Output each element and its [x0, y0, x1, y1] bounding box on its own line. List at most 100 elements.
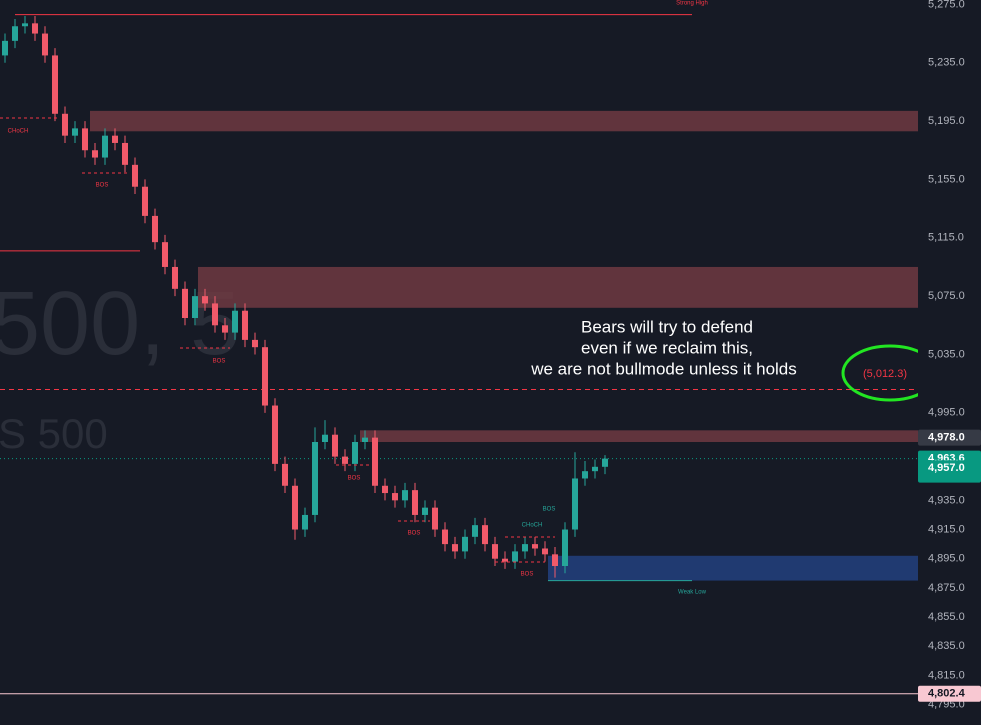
candle-body	[502, 558, 508, 562]
price-label-box	[918, 685, 981, 702]
candle-body	[22, 23, 28, 27]
candle-body	[122, 142, 128, 165]
candle-body	[602, 458, 608, 467]
annotation-line: we are not bullmode unless it holds	[530, 359, 797, 378]
structure-label: BOS	[213, 359, 226, 365]
candle-body	[112, 135, 118, 143]
candle-body	[532, 544, 538, 549]
candle-body	[132, 164, 138, 187]
candle-body	[52, 55, 58, 114]
structure-label: BOS	[348, 476, 361, 482]
candle-body	[42, 33, 48, 56]
watermark-text: S 500	[0, 410, 108, 457]
price-axis	[918, 0, 981, 725]
structure-label: BOS	[408, 531, 421, 537]
candle-body	[462, 536, 468, 552]
candle-body	[372, 437, 378, 486]
zone	[360, 430, 918, 443]
y-tick-label: 4,915.0	[928, 523, 965, 535]
y-tick-label: 5,195.0	[928, 115, 965, 127]
y-tick-label: 4,935.0	[928, 494, 965, 506]
candle-body	[12, 26, 18, 41]
y-tick-label: 4,835.0	[928, 640, 965, 652]
candle-body	[412, 490, 418, 515]
candle-body	[562, 529, 568, 566]
candle-body	[282, 463, 288, 486]
candle-body	[172, 266, 178, 289]
candle-body	[192, 296, 198, 319]
y-tick-label: 4,855.0	[928, 611, 965, 623]
y-tick-label: 5,275.0	[928, 0, 965, 10]
candle-body	[352, 442, 358, 464]
y-tick-label: 5,075.0	[928, 290, 965, 302]
candle-body	[402, 490, 408, 501]
candle-body	[292, 485, 298, 530]
candle-body	[302, 514, 308, 530]
candle-body	[32, 23, 38, 34]
structure-label: CHoCH	[8, 129, 29, 135]
candle-body	[472, 525, 478, 537]
candle-body	[162, 242, 168, 267]
annotation-line: even if we reclaim this,	[581, 338, 753, 357]
y-tick-label: 4,815.0	[928, 669, 965, 681]
candle-body	[212, 303, 218, 326]
candle-body	[382, 485, 388, 494]
candle-body	[322, 434, 328, 443]
structure-label: BOS	[96, 183, 109, 189]
price-label: 4,802.4	[928, 688, 966, 700]
candle-body	[342, 456, 348, 464]
candle-body	[492, 544, 498, 559]
price-label-box	[918, 460, 981, 477]
structure-label: Weak Low	[678, 590, 707, 596]
candle-body	[232, 310, 238, 333]
y-tick-label: 5,115.0	[928, 232, 964, 244]
candle-body	[512, 551, 518, 562]
candle-body	[252, 339, 258, 348]
zone	[548, 555, 918, 581]
y-tick-label: 5,035.0	[928, 348, 965, 360]
candle-body	[222, 325, 228, 333]
candle-body	[582, 471, 588, 479]
candle-body	[542, 548, 548, 555]
candle-body	[182, 288, 188, 319]
candle-body	[152, 215, 158, 243]
candle-body	[92, 150, 98, 158]
y-tick-label: 5,235.0	[928, 57, 965, 69]
price-label: 4,978.0	[928, 432, 965, 444]
structure-label: BOS	[521, 572, 534, 578]
candle-body	[362, 437, 368, 443]
candle-body	[482, 525, 488, 545]
zone	[198, 266, 918, 308]
candle-body	[202, 296, 208, 304]
annotation-line: Bears will try to defend	[581, 317, 753, 336]
y-tick-label: 4,875.0	[928, 582, 965, 594]
candle-body	[592, 466, 598, 472]
circled-value: (5,012.3)	[863, 368, 907, 380]
candle-body	[82, 128, 88, 151]
candle-body	[552, 554, 558, 566]
candle-body	[332, 434, 338, 457]
structure-label: Strong High	[676, 1, 708, 7]
candle-body	[572, 478, 578, 530]
candle-body	[262, 347, 268, 406]
candle-body	[2, 40, 8, 56]
candle-body	[422, 507, 428, 515]
candle-body	[102, 135, 108, 158]
structure-label: BOS	[543, 507, 556, 513]
candle-body	[452, 544, 458, 552]
candle-body	[242, 310, 248, 340]
y-tick-label: 4,895.0	[928, 553, 965, 565]
y-tick-label: 4,995.0	[928, 407, 965, 419]
price-label: 4,957.0	[928, 462, 965, 474]
price-label-box	[918, 429, 981, 446]
candle-body	[272, 405, 278, 464]
candle-body	[312, 442, 318, 515]
candle-body	[62, 113, 68, 136]
candle-body	[142, 186, 148, 216]
structure-label: CHoCH	[522, 523, 543, 529]
zone	[90, 110, 918, 132]
candle-body	[432, 507, 438, 530]
candle-body	[72, 128, 78, 136]
candle-body	[522, 544, 528, 552]
